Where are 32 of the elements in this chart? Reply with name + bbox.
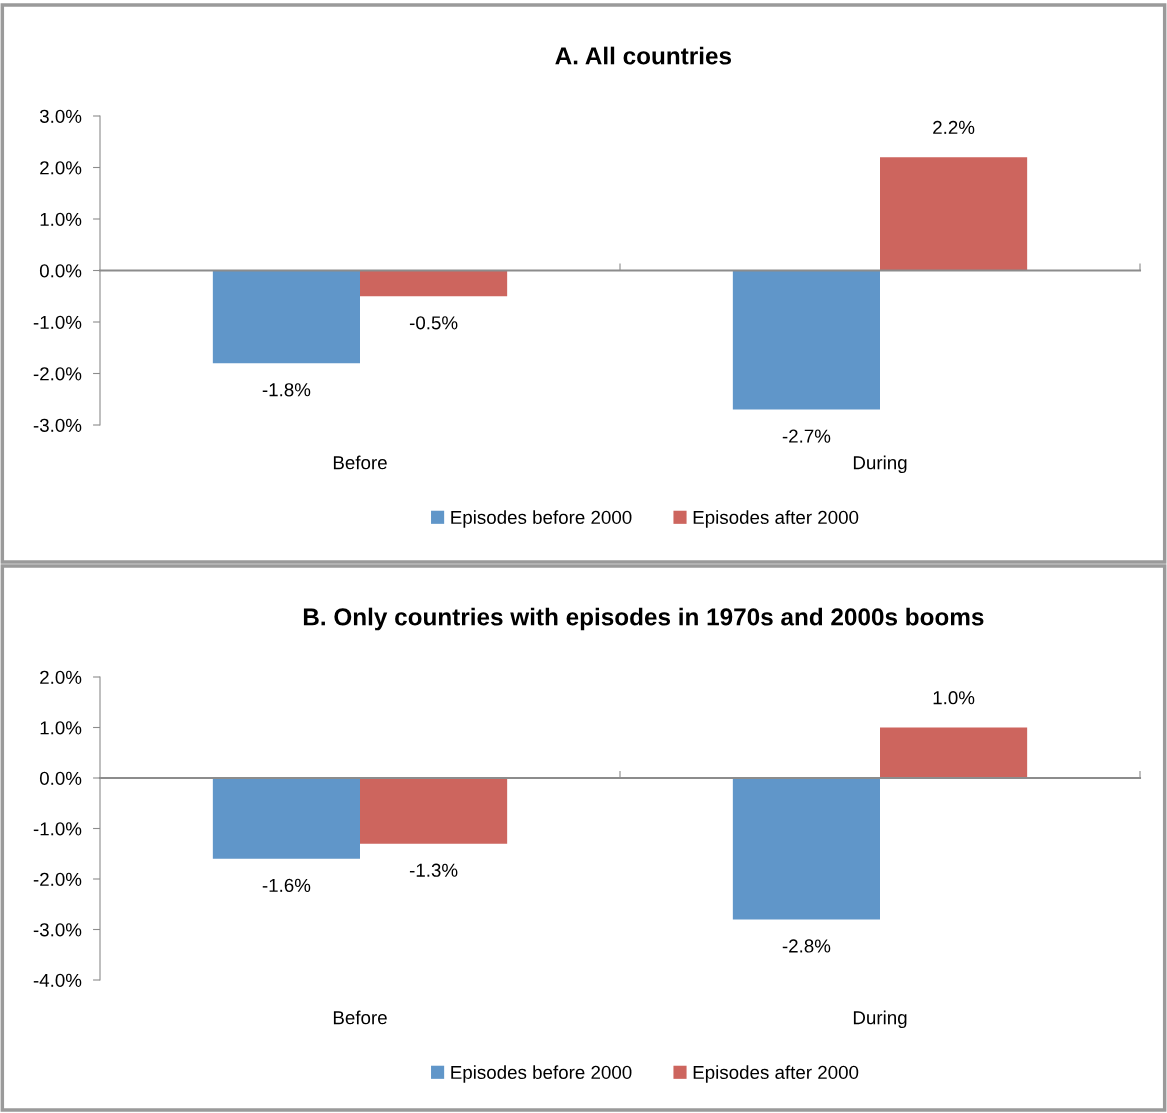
y-tick-label: -3.0% [33,923,82,937]
data-label: -1.3% [409,863,458,877]
y-tick-label: -2.0% [33,367,82,381]
x-tick-label: Before [333,1010,387,1025]
y-tick-label: 1.0% [40,721,82,735]
legend-label: Episodes after 2000 [693,510,859,528]
y-tick-label: -1.0% [33,822,82,836]
data-label: 1.0% [933,691,975,705]
legend-label: Episodes after 2000 [693,1065,859,1083]
data-label: 2.2% [933,120,975,134]
y-tick-label: 1.0% [40,212,82,226]
data-label: -1.6% [262,878,311,893]
data-label: -0.5% [409,316,458,330]
y-tick-label: -1.0% [33,315,82,329]
data-label: -1.8% [262,383,311,397]
y-tick-label: 0.0% [39,264,82,278]
data-label: -2.8% [782,939,831,953]
y-tick-label: 0.0% [39,771,82,785]
chart-title: B. Only countries with episodes in 1970s and 2000s booms [303,607,984,631]
y-tick-label: 3.0% [39,109,82,123]
x-tick-label: Before [333,455,387,470]
legend-label: Episodes before 2000 [451,1065,632,1083]
x-tick-label: During [853,1010,907,1029]
y-tick-label: 2.0% [40,670,82,684]
y-tick-label: -2.0% [33,872,82,886]
chart-title: A. All countries [555,46,732,65]
legend-label: Episodes before 2000 [451,510,632,528]
y-tick-label: -3.0% [33,418,82,432]
y-tick-label: 2.0% [40,161,82,175]
y-tick-label: -4.0% [33,973,82,987]
x-tick-label: During [853,455,907,474]
data-label: -2.7% [782,429,831,443]
